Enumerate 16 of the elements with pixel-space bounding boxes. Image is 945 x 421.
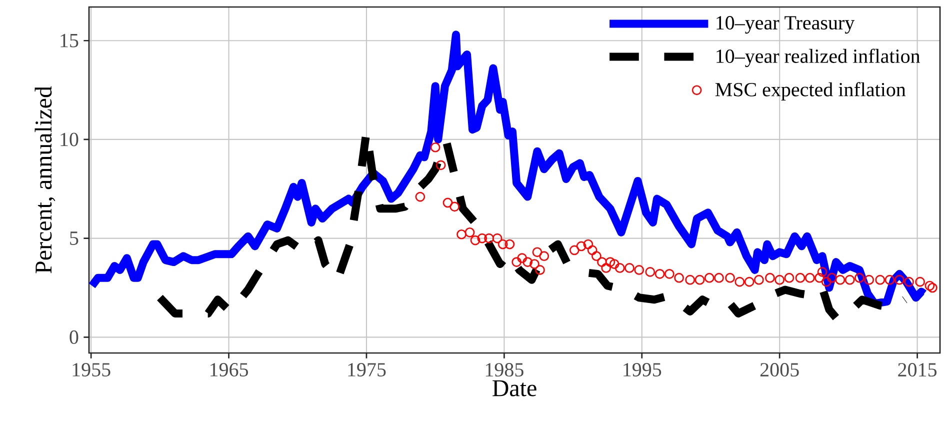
y-tick-label: 15 — [60, 34, 78, 48]
legend-label: 10–year Treasury — [716, 16, 855, 34]
x-tick-label: 1955 — [72, 363, 110, 376]
x-tick-label: 2005 — [760, 363, 799, 377]
y-tick-label: 0 — [70, 330, 78, 344]
legend-label: MSC expected inflation — [715, 82, 906, 100]
y-axis-title: Percent, annualized — [34, 86, 56, 274]
x-tick-label: 2015 — [898, 363, 937, 377]
x-tick-label: 1985 — [486, 363, 524, 377]
y-tick-label: 10 — [60, 132, 78, 146]
legend-label: 10–year realized inflation — [716, 48, 920, 68]
x-tick-label: 1975 — [348, 363, 386, 376]
x-tick-label: 1995 — [624, 363, 662, 376]
x-tick-label: 1965 — [210, 363, 248, 376]
y-tick-label: 5 — [70, 232, 78, 245]
x-axis-title: Date — [492, 380, 536, 396]
